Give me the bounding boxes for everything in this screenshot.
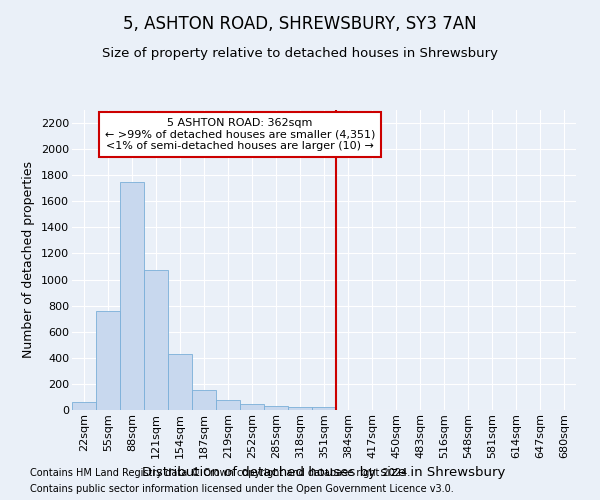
Bar (264, 406, 288, 410)
Text: Size of property relative to detached houses in Shrewsbury: Size of property relative to detached ho… (102, 48, 498, 60)
Text: 5, ASHTON ROAD, SHREWSBURY, SY3 7AN: 5, ASHTON ROAD, SHREWSBURY, SY3 7AN (123, 15, 477, 33)
Bar (168, 354, 192, 410)
Bar (312, 408, 336, 410)
X-axis label: Distribution of detached houses by size in Shrewsbury: Distribution of detached houses by size … (142, 466, 506, 479)
Bar (96, 311, 120, 410)
Bar (192, 390, 216, 410)
Bar (216, 400, 240, 410)
Bar (120, 182, 144, 410)
Bar (288, 408, 312, 410)
Y-axis label: Number of detached properties: Number of detached properties (22, 162, 35, 358)
Text: 5 ASHTON ROAD: 362sqm
← >99% of detached houses are smaller (4,351)
<1% of semi-: 5 ASHTON ROAD: 362sqm ← >99% of detached… (105, 118, 375, 151)
Text: Contains public sector information licensed under the Open Government Licence v3: Contains public sector information licen… (30, 484, 454, 494)
Bar (144, 270, 168, 410)
Bar (72, 402, 96, 410)
Bar (240, 404, 264, 410)
Text: Contains HM Land Registry data © Crown copyright and database right 2024.: Contains HM Land Registry data © Crown c… (30, 468, 410, 477)
